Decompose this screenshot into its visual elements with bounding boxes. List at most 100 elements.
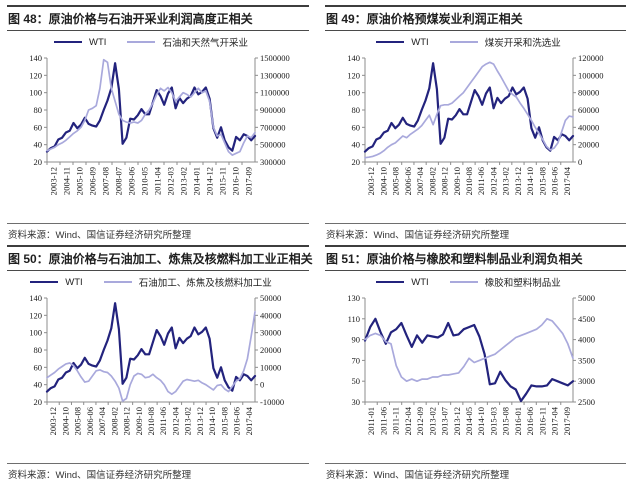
svg-text:90: 90: [352, 335, 361, 345]
svg-text:3000: 3000: [578, 376, 595, 386]
title-divider: [7, 30, 309, 31]
svg-text:2004-10: 2004-10: [378, 167, 388, 195]
svg-text:2016-06: 2016-06: [232, 407, 242, 435]
svg-text:2011-11: 2011-11: [391, 407, 401, 435]
figure-48-title: 图 48：原油价格与石油开采业利润高度正相关: [8, 12, 253, 26]
svg-text:2005-08: 2005-08: [391, 167, 401, 195]
svg-text:2017-04: 2017-04: [244, 406, 254, 435]
chart-50-legend: WTI 石油加工、炼焦及核燃料加工业: [7, 274, 309, 290]
svg-text:80: 80: [34, 105, 43, 115]
svg-text:60000: 60000: [578, 105, 599, 115]
svg-text:30000: 30000: [260, 328, 281, 338]
source-divider: [7, 463, 309, 464]
figure-48-panel: 图 48：原油价格与石油开采业利润高度正相关 WTI 石油和天然气开采业 140…: [0, 0, 318, 240]
secondary-line-swatch: [103, 281, 132, 283]
figure-49-panel: 图 49：原油价格预煤炭业利润正相关 WTI 煤炭开采和洗选业 140 120 10…: [318, 0, 635, 240]
svg-text:4500: 4500: [578, 314, 595, 324]
svg-text:2013-02: 2013-02: [501, 167, 511, 195]
svg-text:2016-01: 2016-01: [513, 407, 523, 435]
svg-text:2007-04: 2007-04: [97, 406, 107, 435]
source-note: 资料来源：Wind、国信证券经济研究所整理: [326, 470, 510, 480]
svg-text:30: 30: [352, 397, 361, 407]
chart-51-legend: WTI 橡胶和塑料制品业: [325, 274, 626, 290]
svg-text:2014-10: 2014-10: [476, 407, 486, 435]
svg-text:900000: 900000: [260, 105, 286, 115]
svg-text:50000: 50000: [260, 293, 281, 303]
svg-text:2017-09: 2017-09: [244, 167, 254, 195]
title-divider: [7, 270, 309, 271]
svg-text:2015-08: 2015-08: [537, 167, 547, 195]
chart-49-line-plot: 140 120 100 80 60 40 20 120000 100000 80000 60000 4…: [325, 50, 626, 222]
svg-text:20: 20: [352, 157, 361, 167]
svg-text:130: 130: [347, 293, 360, 303]
wti-line-swatch: [376, 281, 405, 283]
svg-text:80000: 80000: [578, 88, 599, 98]
svg-text:2005-08: 2005-08: [73, 407, 83, 435]
svg-text:80: 80: [34, 345, 43, 355]
svg-text:120: 120: [29, 310, 42, 320]
svg-text:2017-04: 2017-04: [562, 166, 572, 195]
svg-text:2014-05: 2014-05: [464, 407, 474, 435]
svg-text:110: 110: [348, 314, 360, 324]
svg-text:300000: 300000: [260, 157, 286, 167]
svg-text:2006-09: 2006-09: [88, 167, 98, 195]
svg-text:2013-02: 2013-02: [427, 407, 437, 435]
svg-text:2008-02: 2008-02: [427, 167, 437, 195]
svg-text:700000: 700000: [260, 122, 286, 132]
chart-49-legend: WTI 煤炭开采和洗选业: [325, 34, 626, 50]
svg-text:40: 40: [352, 140, 361, 150]
svg-text:1500000: 1500000: [260, 53, 290, 63]
panel-top-rule: [325, 5, 626, 7]
svg-text:140: 140: [29, 293, 42, 303]
svg-text:2009-10: 2009-10: [452, 167, 462, 195]
svg-text:2010-08: 2010-08: [146, 407, 156, 435]
svg-text:60: 60: [34, 362, 43, 372]
svg-text:120: 120: [347, 70, 360, 80]
panel-top-rule: [325, 245, 626, 247]
title-divider: [325, 30, 626, 31]
svg-text:1100000: 1100000: [260, 88, 289, 98]
svg-text:140: 140: [347, 53, 360, 63]
svg-text:50: 50: [352, 376, 361, 386]
svg-text:2004-10: 2004-10: [60, 407, 70, 435]
chart-51-line-plot: 130 110 90 70 50 30 5000 4500 4000 3500 3000 2500 20…: [325, 290, 626, 462]
svg-text:2010-08: 2010-08: [464, 167, 474, 195]
svg-text:20: 20: [34, 157, 43, 167]
svg-text:2012-04: 2012-04: [171, 406, 181, 435]
svg-text:2005-10: 2005-10: [75, 167, 85, 195]
figure-51-title: 图 51：原油价格与橡胶和塑料制品业利润负相关: [326, 252, 583, 266]
svg-text:100000: 100000: [578, 70, 604, 80]
title-divider: [325, 270, 626, 271]
svg-text:2009-10: 2009-10: [134, 407, 144, 435]
svg-text:2013-12: 2013-12: [195, 407, 205, 435]
figure-50-panel: 图 50：原油价格与石油加工、炼焦及核燃料加工业正相关 WTI 石油加工、炼焦及…: [0, 240, 318, 480]
svg-text:2008-12: 2008-12: [122, 407, 132, 435]
panel-top-rule: [7, 5, 309, 7]
wti-legend-label: WTI: [65, 276, 83, 288]
secondary-legend-label: 石油加工、炼焦及核燃料加工业: [138, 278, 272, 289]
svg-text:120: 120: [29, 70, 42, 80]
svg-text:2014-12: 2014-12: [205, 167, 215, 195]
svg-text:2007-08: 2007-08: [101, 167, 111, 195]
svg-text:0: 0: [260, 380, 264, 390]
svg-text:2010-05: 2010-05: [140, 167, 150, 195]
svg-text:100: 100: [347, 88, 360, 98]
svg-text:20000: 20000: [578, 140, 599, 150]
svg-text:2012-04: 2012-04: [489, 166, 499, 195]
svg-text:2011-06: 2011-06: [476, 167, 486, 195]
svg-text:2015-08: 2015-08: [501, 407, 511, 435]
svg-text:2009-06: 2009-06: [127, 167, 137, 195]
svg-text:2003-12: 2003-12: [49, 167, 59, 195]
wti-line-swatch: [30, 281, 59, 283]
secondary-line-swatch: [127, 41, 156, 43]
svg-text:1300000: 1300000: [260, 70, 290, 80]
svg-text:2013-02: 2013-02: [183, 407, 193, 435]
svg-text:-10000: -10000: [260, 397, 284, 407]
svg-text:40: 40: [34, 140, 43, 150]
wti-legend-label: WTI: [411, 276, 429, 288]
svg-text:2011-06: 2011-06: [158, 407, 168, 435]
figure-49-title: 图 49：原油价格预煤炭业利润正相关: [326, 12, 523, 26]
svg-text:2015-11: 2015-11: [218, 167, 228, 195]
svg-text:2011-06: 2011-06: [378, 407, 388, 435]
